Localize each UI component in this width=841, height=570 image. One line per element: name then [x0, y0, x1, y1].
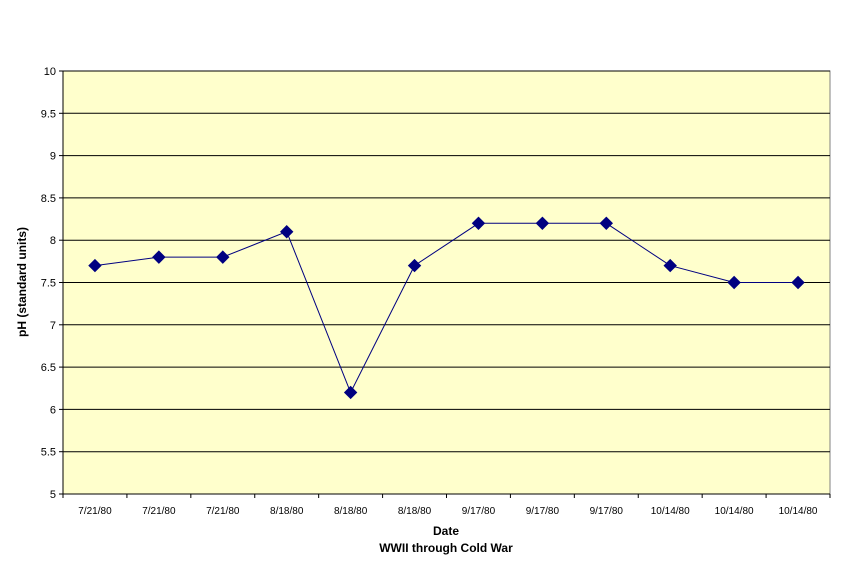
x-tick-label: 8/18/80	[398, 506, 432, 517]
data-point	[727, 275, 741, 290]
x-tick-label: 8/18/80	[334, 506, 368, 517]
y-tick-label: 5.5	[41, 447, 56, 459]
y-tick-label: 8.5	[41, 193, 56, 205]
x-tick-label: 7/21/80	[142, 506, 176, 517]
data-markers	[88, 216, 805, 400]
data-point	[152, 250, 166, 264]
y-tick-label: 7	[50, 320, 56, 332]
x-tick-label: 9/17/80	[462, 506, 496, 517]
y-tick-label: 6.5	[41, 362, 56, 374]
x-tick-label: 10/14/80	[651, 506, 690, 517]
data-point	[216, 250, 230, 264]
y-tick-label: 7.5	[41, 278, 56, 290]
data-point	[407, 258, 422, 273]
y-tick-label: 6	[50, 404, 56, 416]
x-tick-label: 9/17/80	[526, 506, 560, 517]
data-point	[791, 275, 805, 290]
y-tick-label: 5	[50, 489, 56, 501]
y-tick-label: 9	[50, 151, 56, 163]
x-tick-label: 8/18/80	[270, 506, 304, 517]
data-point	[599, 216, 613, 230]
x-axis-ticks: 7/21/80 7/21/80 7/21/80 8/18/80 8/18/80 8/18/…	[62, 494, 831, 517]
x-tick-label: 7/21/80	[78, 506, 112, 517]
y-tick-label: 8	[50, 235, 56, 247]
data-point	[535, 216, 550, 230]
data-point	[343, 385, 358, 400]
y-tick-label: 10	[44, 66, 56, 78]
data-point	[88, 258, 102, 273]
x-axis-title: Date	[433, 524, 459, 538]
series-line	[94, 222, 798, 394]
y-axis-title: pH (standard units)	[15, 227, 29, 337]
data-point	[471, 216, 486, 230]
x-tick-label: 10/14/80	[779, 506, 818, 517]
x-tick-label: 9/17/80	[590, 506, 624, 517]
x-tick-label: 10/14/80	[715, 506, 754, 517]
data-point	[280, 225, 294, 239]
y-tick-label: 9.5	[41, 108, 56, 120]
chart-subtitle: WWII through Cold War	[379, 541, 513, 555]
data-point	[663, 258, 677, 273]
x-tick-label: 7/21/80	[206, 506, 240, 517]
